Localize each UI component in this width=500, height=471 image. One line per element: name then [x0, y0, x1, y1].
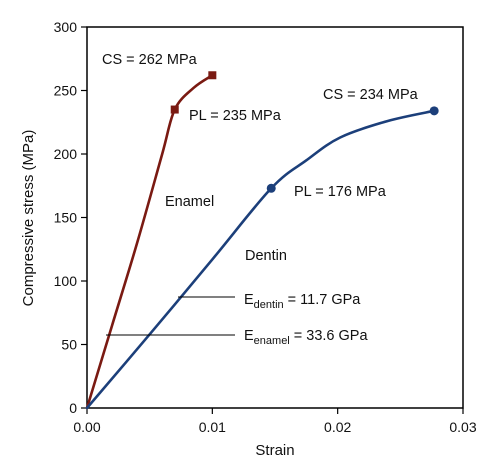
y-axis-title: Compressive stress (MPa)	[20, 130, 37, 307]
enamel-series-label: Enamel	[165, 194, 214, 210]
dentin-curve	[85, 109, 436, 410]
y-tick-label-0: 0	[69, 400, 77, 416]
ticks: 0.00 0.01 0.02 0.03 0 50 100 150 200 250 300	[54, 19, 477, 435]
enamel-pl-label: PL = 235 MPa	[189, 108, 282, 124]
x-axis-title: Strain	[255, 442, 294, 459]
y-tick-label-4: 200	[54, 146, 78, 162]
enamel-marker-0	[170, 105, 179, 114]
y-tick-label-3: 150	[54, 210, 78, 226]
dentin-series-label: Dentin	[245, 248, 287, 264]
e-enamel-value: = 33.6 GPa	[290, 328, 369, 344]
series-layer	[85, 71, 439, 410]
e-enamel-subscript: enamel	[254, 335, 290, 347]
enamel-marker-1	[208, 71, 217, 80]
e-dentin-prefix: E	[244, 292, 254, 308]
dentin-cs-label: CS = 234 MPa	[323, 87, 419, 103]
dentin-marker-1	[429, 106, 439, 116]
x-tick-label-1: 0.01	[199, 419, 226, 435]
e-enamel-prefix: E	[244, 328, 254, 344]
y-tick-label-5: 250	[54, 83, 78, 99]
enamel-cs-label: CS = 262 MPa	[102, 52, 198, 68]
y-tick-label-6: 300	[54, 19, 78, 35]
y-tick-label-2: 100	[54, 273, 78, 289]
e-dentin-label: Edentin = 11.7 GPa	[244, 292, 361, 311]
e-dentin-subscript: dentin	[254, 299, 284, 311]
leader-lines	[106, 296, 235, 336]
dentin-pl-label: PL = 176 MPa	[294, 184, 387, 200]
dentin-marker-0	[266, 183, 276, 193]
y-tick-label-1: 50	[61, 337, 77, 353]
e-dentin-value: = 11.7 GPa	[284, 292, 362, 308]
x-tick-label-0: 0.00	[73, 419, 100, 435]
enamel-curve	[85, 73, 214, 410]
e-enamel-label: Eenamel = 33.6 GPa	[244, 328, 368, 347]
x-tick-label-2: 0.02	[324, 419, 351, 435]
x-tick-label-3: 0.03	[449, 419, 476, 435]
